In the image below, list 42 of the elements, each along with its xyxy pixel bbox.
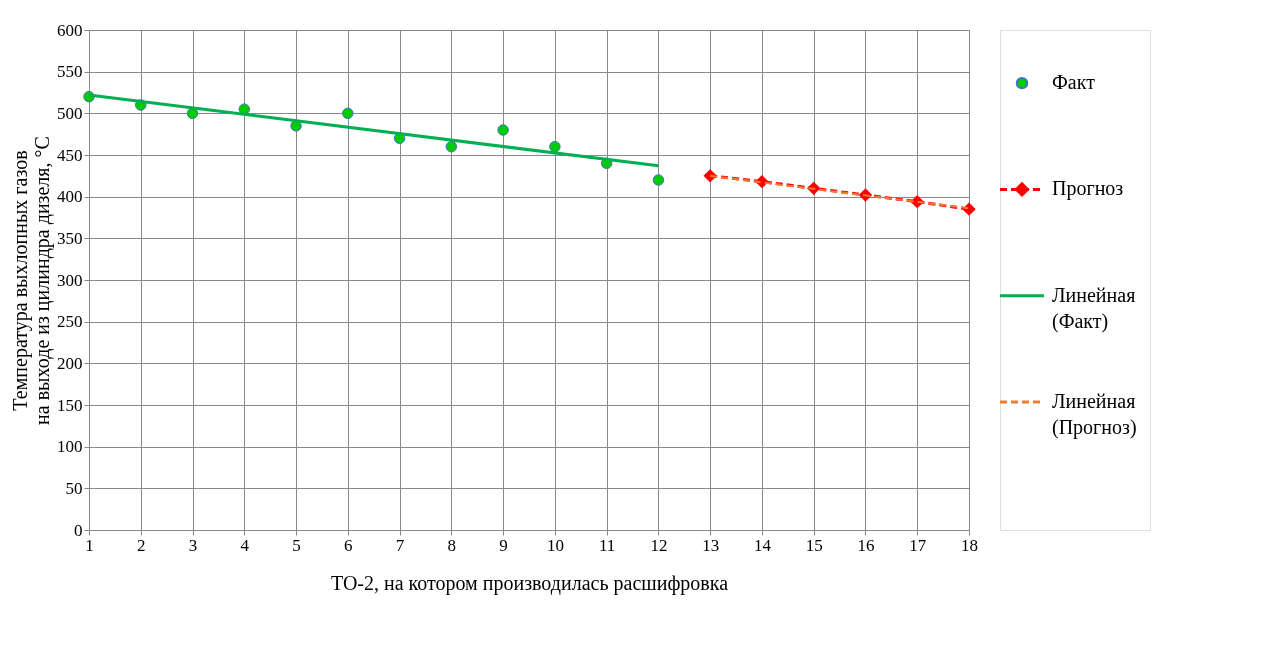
y-tick-label: 100 [57, 437, 83, 457]
point [445, 140, 458, 153]
x-tick-label: 11 [598, 535, 616, 555]
y-tick-label: 50 [65, 478, 83, 498]
y-tick-label: 550 [57, 62, 83, 82]
x-axis-title: ТО-2, на котором производилась расшифровка [330, 571, 729, 595]
x-tick-label: 3 [188, 535, 198, 555]
x-tick-label: 7 [395, 535, 405, 555]
y-tick-label: 400 [57, 187, 83, 207]
x-tick-label: 1 [85, 535, 94, 555]
y-tick-label: 0 [74, 520, 83, 540]
x-tick-label: 6 [344, 535, 353, 555]
point [497, 124, 509, 136]
x-tick-label: 17 [909, 535, 927, 555]
x-tick-label: 4 [240, 535, 250, 555]
legend-label: Линейная (Факт) [1052, 283, 1136, 333]
x-tick-label: 18 [961, 535, 978, 555]
x-tick-label: 13 [702, 535, 720, 555]
y-tick-label: 150 [57, 395, 83, 415]
legend-label: Факт [1052, 71, 1096, 94]
point [652, 174, 665, 186]
x-tick-label: 12 [650, 535, 668, 555]
legend-label: Прогноз [1052, 177, 1124, 201]
x-tick-label: 8 [447, 535, 457, 555]
y-tick-label: 200 [57, 353, 83, 373]
point [549, 140, 561, 153]
x-tick-label: 15 [805, 535, 823, 555]
y-tick-label: 600 [57, 20, 83, 40]
x-tick-label: 10 [546, 535, 564, 555]
point [342, 107, 354, 120]
legend-label: Линейная (Прогноз) [1052, 389, 1137, 439]
y-tick-label: 450 [57, 145, 83, 165]
x-tick-label: 2 [137, 535, 146, 555]
x-tick-label: 9 [499, 535, 508, 555]
x-tick-label: 14 [753, 535, 772, 555]
y-tick-label: 350 [57, 228, 83, 248]
y-tick-label: 500 [57, 103, 83, 123]
x-tick-label: 5 [292, 535, 301, 555]
y-tick-label: 250 [57, 312, 83, 332]
y-tick-label: 300 [57, 270, 83, 290]
x-tick-label: 16 [857, 535, 875, 555]
y-axis-title: Температура выхлопных газов на выходе из цилиндра дизеля, °С [9, 136, 54, 425]
